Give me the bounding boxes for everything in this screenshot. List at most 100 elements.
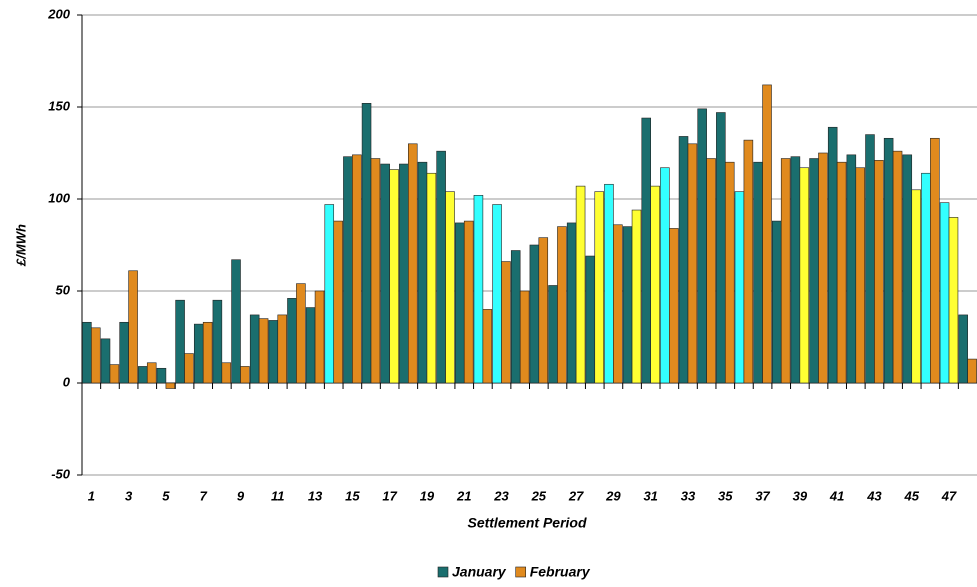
bar bbox=[687, 143, 698, 384]
bar bbox=[724, 161, 735, 384]
bar bbox=[594, 191, 604, 384]
x-tick-label: 7 bbox=[200, 488, 208, 503]
bar bbox=[445, 191, 455, 384]
bar bbox=[128, 270, 138, 384]
y-tick-label: 100 bbox=[48, 190, 70, 205]
bar bbox=[743, 139, 754, 384]
bar bbox=[846, 154, 857, 384]
bar bbox=[948, 217, 959, 384]
bar bbox=[706, 158, 716, 384]
bar bbox=[314, 290, 325, 384]
x-tick-label: 45 bbox=[904, 488, 920, 503]
bar bbox=[697, 108, 707, 384]
x-tick-label: 41 bbox=[829, 488, 844, 503]
bar bbox=[678, 136, 689, 384]
bar bbox=[184, 353, 194, 384]
bar bbox=[604, 183, 614, 384]
bar bbox=[780, 158, 791, 384]
bar bbox=[492, 204, 502, 384]
bar bbox=[818, 152, 828, 384]
x-tick-label: 29 bbox=[605, 488, 621, 503]
bar bbox=[939, 202, 950, 384]
bar bbox=[240, 366, 250, 384]
bar bbox=[175, 299, 185, 384]
x-tick-label: 23 bbox=[493, 488, 509, 503]
bar bbox=[212, 299, 223, 384]
bar bbox=[258, 318, 269, 384]
y-tick-label: 200 bbox=[47, 6, 70, 21]
x-tick-label: 43 bbox=[866, 488, 882, 503]
x-tick-label: 31 bbox=[643, 488, 657, 503]
bar bbox=[874, 160, 884, 384]
legend-swatch bbox=[515, 566, 527, 578]
x-tick-label: 15 bbox=[345, 488, 360, 503]
bar bbox=[501, 261, 511, 384]
bar bbox=[408, 143, 418, 384]
bar bbox=[529, 244, 540, 384]
bar bbox=[146, 362, 157, 384]
x-tick-label: 39 bbox=[793, 488, 808, 503]
bar bbox=[519, 290, 530, 384]
bar bbox=[575, 185, 586, 384]
y-tick-label: 50 bbox=[56, 282, 71, 297]
bar bbox=[510, 250, 521, 384]
bar bbox=[426, 172, 437, 384]
bar bbox=[669, 228, 679, 384]
bar bbox=[930, 137, 940, 384]
y-tick-label: -50 bbox=[51, 466, 71, 481]
x-tick-label: 33 bbox=[681, 488, 696, 503]
y-axis-label: £/MWh bbox=[13, 224, 28, 267]
bar bbox=[249, 314, 260, 384]
bar bbox=[892, 150, 903, 384]
x-axis-label: Settlement Period bbox=[467, 515, 586, 531]
bar bbox=[473, 195, 484, 384]
bar bbox=[585, 255, 596, 384]
x-tick-label: 11 bbox=[271, 488, 285, 503]
bar bbox=[202, 321, 213, 384]
bar bbox=[343, 156, 353, 384]
legend-swatch bbox=[437, 566, 449, 578]
x-tick-label: 21 bbox=[456, 488, 471, 503]
bar bbox=[799, 167, 810, 384]
bar bbox=[361, 103, 372, 384]
bar bbox=[436, 150, 446, 384]
x-tick-label: 17 bbox=[382, 488, 397, 503]
bar bbox=[82, 321, 92, 384]
bar bbox=[762, 84, 772, 384]
bar bbox=[613, 224, 623, 384]
bar bbox=[370, 158, 381, 384]
y-tick-label: 0 bbox=[63, 374, 71, 389]
bar bbox=[277, 314, 288, 384]
bar bbox=[641, 117, 651, 384]
bar bbox=[165, 382, 176, 389]
y-tick-label: 150 bbox=[48, 98, 70, 113]
x-tick-label: 35 bbox=[718, 488, 733, 503]
bar bbox=[958, 314, 968, 384]
bar bbox=[734, 191, 745, 384]
bar bbox=[231, 259, 241, 384]
x-tick-label: 25 bbox=[531, 488, 547, 503]
bar bbox=[119, 321, 129, 384]
bar bbox=[399, 163, 409, 384]
x-tick-label: 37 bbox=[755, 488, 770, 503]
bar bbox=[911, 189, 921, 384]
x-tick-label: 5 bbox=[162, 488, 170, 503]
bar bbox=[287, 298, 297, 384]
bar bbox=[855, 167, 866, 384]
bar bbox=[809, 158, 819, 384]
bar bbox=[548, 285, 558, 384]
bar bbox=[967, 358, 977, 384]
bar bbox=[660, 167, 670, 384]
bar bbox=[333, 220, 343, 384]
bar bbox=[455, 222, 465, 384]
bar bbox=[753, 161, 763, 384]
x-tick-label: 9 bbox=[237, 488, 245, 503]
bar bbox=[380, 163, 390, 384]
x-tick-label: 19 bbox=[420, 488, 435, 503]
legend-label: January bbox=[452, 564, 507, 580]
bar bbox=[221, 362, 232, 384]
bar bbox=[883, 137, 894, 384]
bar bbox=[716, 112, 726, 384]
bar bbox=[296, 283, 306, 384]
